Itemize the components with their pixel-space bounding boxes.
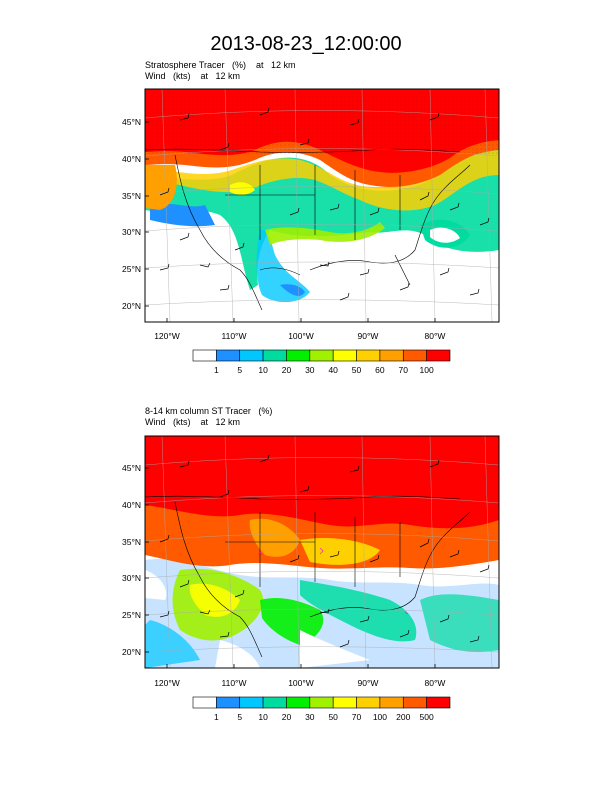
colorbar-swatch	[379, 696, 404, 709]
colorbar-swatch	[286, 349, 311, 362]
colorbar-swatch	[332, 349, 357, 362]
colorbar-label: 10	[258, 365, 268, 375]
top-lon-label: 110°W	[222, 331, 247, 341]
colorbar-swatch	[239, 349, 264, 362]
colorbar-swatch	[192, 696, 217, 709]
colorbar-label: 500	[420, 712, 434, 722]
colorbar-swatch	[192, 349, 217, 362]
colorbar-label: 10	[258, 712, 268, 722]
bottom-lat-label: 20°N	[122, 647, 141, 657]
top-lon-label: 80°W	[425, 331, 446, 341]
bottom-map	[145, 436, 499, 668]
colorbar-swatch	[402, 349, 427, 362]
top-lat-label: 45°N	[122, 117, 141, 127]
bottom-lat-label: 35°N	[122, 537, 141, 547]
colorbar-label: 1	[214, 365, 219, 375]
bottom-colorbar: 1 5 10 20 30 50 70 100 200 500	[192, 696, 451, 722]
colorbar-label: 20	[282, 365, 292, 375]
colorbar-swatch	[356, 349, 381, 362]
colorbar-swatch	[356, 696, 381, 709]
top-lat-label: 25°N	[122, 264, 141, 274]
top-map	[145, 89, 499, 322]
colorbar-swatch	[426, 349, 451, 362]
colorbar-label: 70	[399, 365, 409, 375]
top-lon-labels: 120°W 110°W 100°W 90°W 80°W	[154, 331, 445, 341]
colorbar-swatch	[216, 696, 241, 709]
bottom-map-frame	[144, 435, 500, 669]
bottom-panel-title-line2: Wind (kts) at 12 km	[145, 417, 241, 427]
bottom-lon-label: 120°W	[154, 678, 180, 688]
colorbar-label: 100	[373, 712, 387, 722]
top-panel-title-line2: Wind (kts) at 12 km	[145, 71, 241, 81]
colorbar-swatch	[239, 696, 264, 709]
bottom-lat-label: 45°N	[122, 463, 141, 473]
top-lon-label: 100°W	[288, 331, 314, 341]
colorbar-label: 200	[396, 712, 410, 722]
colorbar-label: 5	[237, 712, 242, 722]
bottom-lat-label: 40°N	[122, 500, 141, 510]
colorbar-swatch	[309, 349, 334, 362]
bottom-lat-label: 30°N	[122, 573, 141, 583]
bottom-lon-label: 110°W	[222, 678, 247, 688]
colorbar-label: 5	[237, 365, 242, 375]
colorbar-label: 60	[375, 365, 385, 375]
colorbar-label: 30	[305, 365, 315, 375]
colorbar-swatch	[379, 349, 404, 362]
colorbar-label: 30	[305, 712, 315, 722]
top-panel-title-line1: Stratosphere Tracer (%) at 12 km	[145, 60, 296, 70]
colorbar-swatch	[262, 696, 287, 709]
colorbar-swatch	[286, 696, 311, 709]
colorbar-label: 20	[282, 712, 292, 722]
colorbar-swatch	[309, 696, 334, 709]
colorbar-label: 100	[420, 365, 434, 375]
colorbar-label: 50	[352, 365, 362, 375]
top-lat-label: 40°N	[122, 154, 141, 164]
bottom-lon-labels: 120°W 110°W 100°W 90°W 80°W	[154, 678, 445, 688]
top-lat-labels: 45°N 40°N 35°N 30°N 25°N 20°N	[122, 117, 141, 311]
top-lat-label: 35°N	[122, 191, 141, 201]
colorbar-swatch	[216, 349, 241, 362]
colorbar-label: 70	[352, 712, 362, 722]
bottom-lat-label: 25°N	[122, 610, 141, 620]
top-lon-label: 90°W	[358, 331, 379, 341]
figure-title: 2013-08-23_12:00:00	[210, 33, 402, 55]
colorbar-swatch	[402, 696, 427, 709]
bottom-lon-label: 90°W	[358, 678, 379, 688]
colorbar-label: 1	[214, 712, 219, 722]
colorbar-label: 50	[328, 712, 338, 722]
colorbar-swatch	[262, 349, 287, 362]
top-map-frame	[144, 88, 500, 323]
bottom-lon-label: 100°W	[288, 678, 314, 688]
top-lon-label: 120°W	[154, 331, 180, 341]
top-lat-label: 30°N	[122, 227, 141, 237]
top-lat-label: 20°N	[122, 301, 141, 311]
top-panel-title: Stratosphere Tracer (%) at 12 km Wind (k…	[145, 60, 296, 82]
top-colorbar: 1 5 10 20 30 40 50 60 70 100	[192, 349, 451, 375]
bottom-panel-title: 8-14 km column ST Tracer (%) Wind (kts) …	[145, 406, 272, 428]
colorbar-swatch	[332, 696, 357, 709]
colorbar-label: 40	[328, 365, 338, 375]
bottom-lon-label: 80°W	[425, 678, 446, 688]
bottom-lat-labels: 45°N 40°N 35°N 30°N 25°N 20°N	[122, 463, 141, 657]
colorbar-swatch	[426, 696, 451, 709]
bottom-panel-title-line1: 8-14 km column ST Tracer (%)	[145, 406, 273, 416]
